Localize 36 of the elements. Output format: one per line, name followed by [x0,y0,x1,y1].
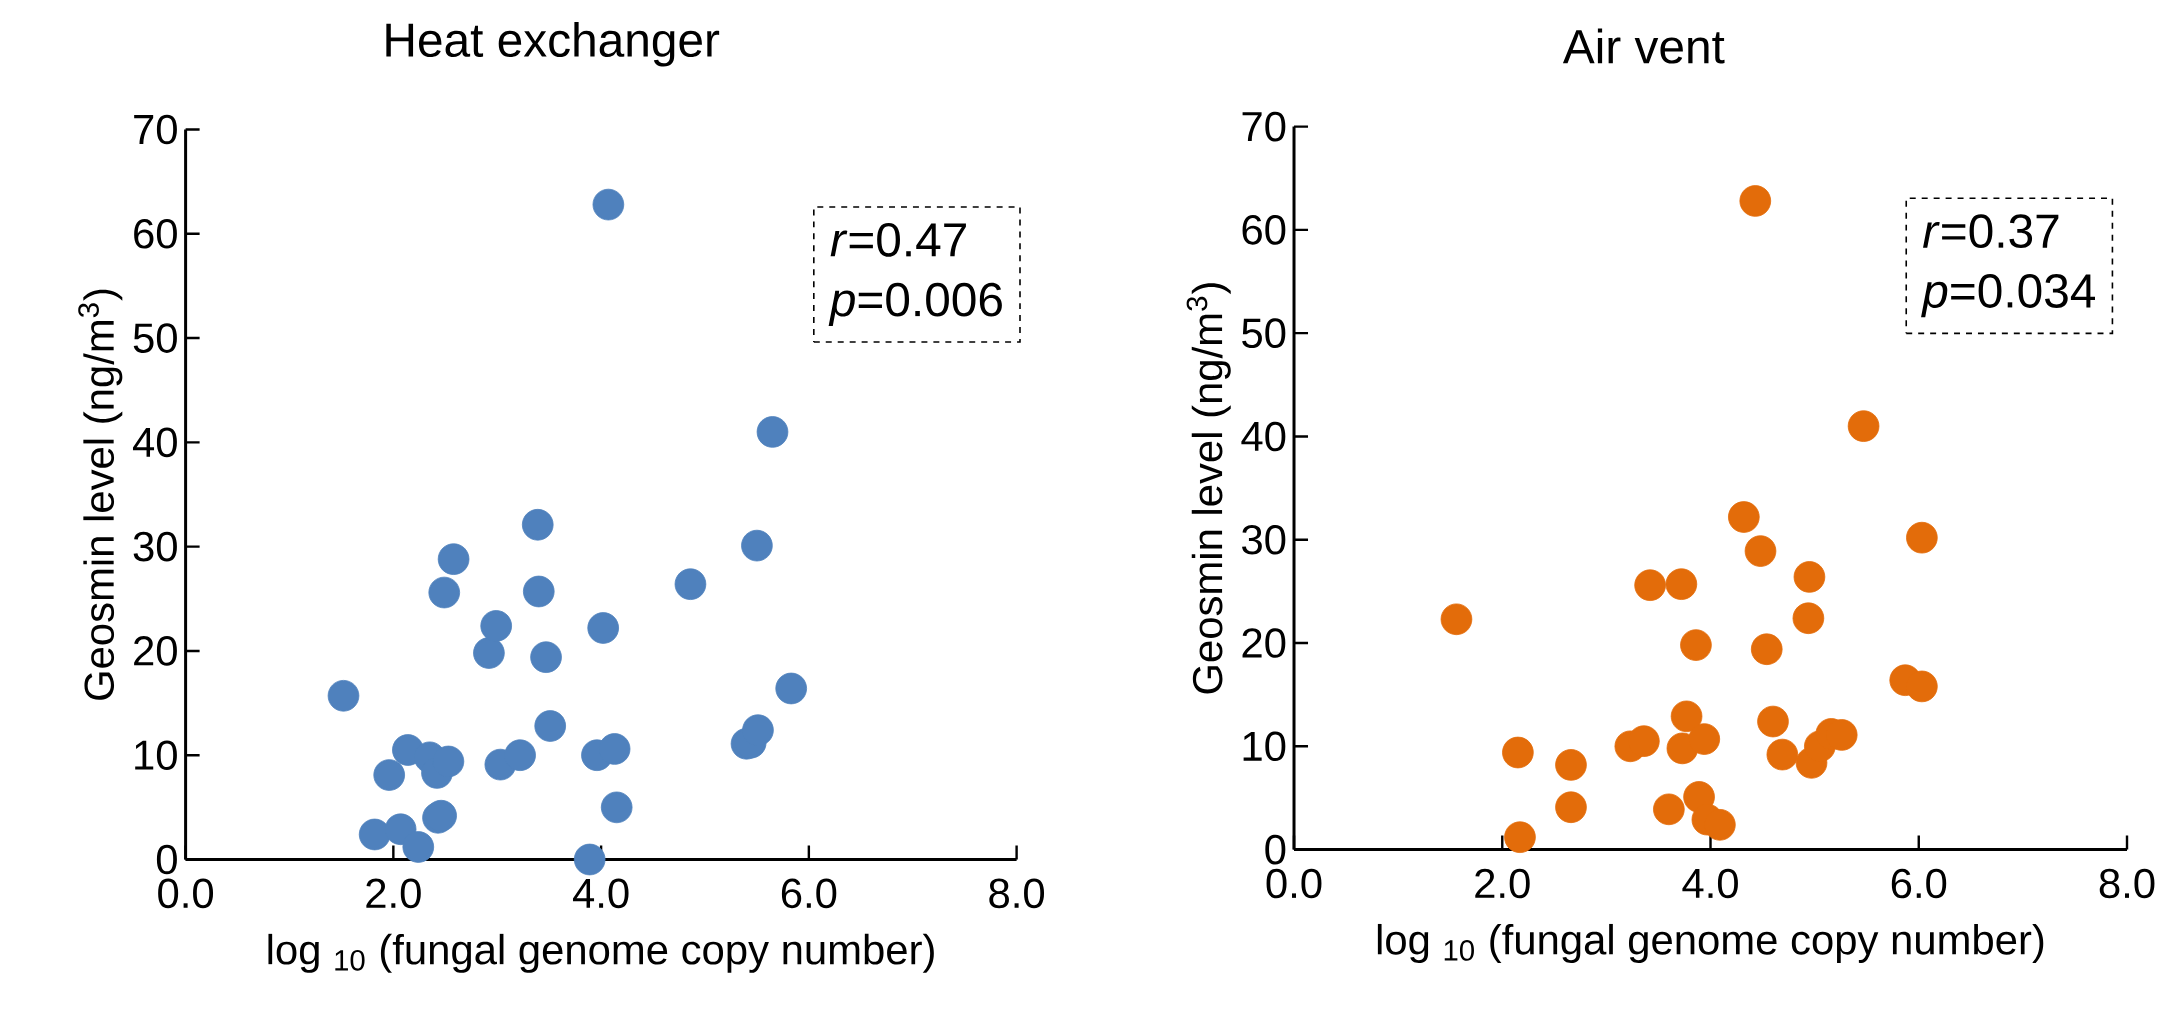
y-axis-title: Geosmin level (ng/m$^{3}$) [1186,283,1231,694]
x-tick-label: 8.0 [989,878,1045,909]
x-tick-label: 8.0 [2099,868,2155,899]
y-tick-label: 40 [1241,421,1286,452]
annotation: r=0.47 [830,222,966,257]
y-tick-label: 40 [132,427,177,458]
y-tick-label: 10 [135,740,177,771]
x-tick-label: 4.0 [1682,868,1738,899]
y-tick-label: 60 [1242,215,1286,245]
y-tick-label: 0 [156,844,177,875]
y-tick-label: 30 [1242,524,1286,555]
y-tick-label: 60 [134,218,177,249]
chart-title: Heat exchanger [386,21,720,67]
y-tick-label: 20 [1242,628,1286,658]
x-tick-label: 0.0 [158,878,214,909]
annotation: r=0.37 [1923,214,2059,249]
x-axis-title: log $_{10}$ (fungal genome copy number) [1377,923,2044,963]
x-tick-label: 2.0 [1475,868,1530,899]
y-tick-label: 10 [1243,731,1286,762]
y-axis-title: Geosmin level (ng/m$^{3}$) [78,289,123,700]
x-tick-label: 2.0 [366,878,421,909]
y-tick-label: 0 [1265,834,1286,865]
annotation: p=0.006 [828,282,1002,327]
y-tick-label: 20 [134,636,177,666]
y-tick-label: 50 [133,323,177,353]
y-tick-label: 70 [134,114,177,145]
x-tick-label: 6.0 [1891,868,1947,899]
x-tick-label: 4.0 [572,878,629,909]
y-tick-label: 30 [133,531,177,562]
chart-title: Air vent [1562,28,1725,64]
x-axis-title: log $_{10}$ (fungal genome copy number) [268,933,934,973]
y-tick-label: 70 [1242,111,1286,142]
annotation: p=0.034 [1921,274,2095,318]
x-tick-label: 0.0 [1266,868,1322,899]
y-tick-label: 50 [1242,318,1286,348]
x-tick-label: 6.0 [781,878,837,909]
